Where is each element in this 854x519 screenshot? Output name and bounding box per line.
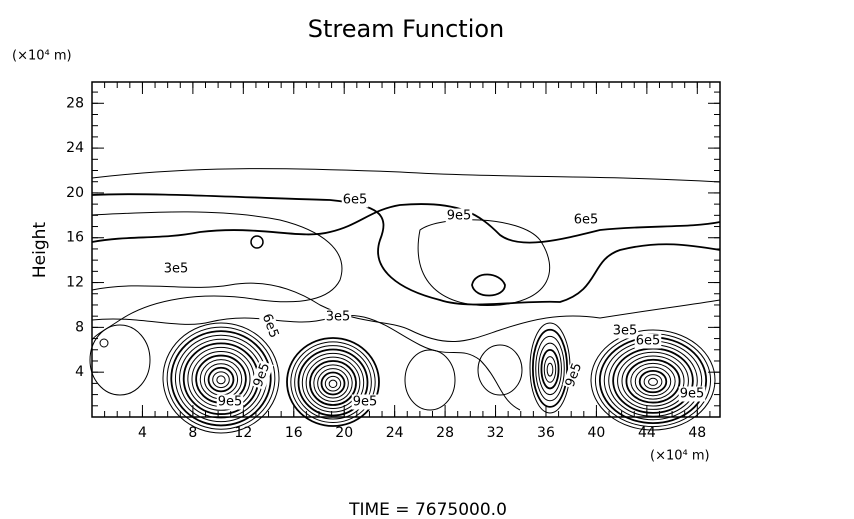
x-tick-label: 16 [285, 425, 303, 441]
contour-label: 6e5 [343, 193, 368, 208]
contour-label: 6e5 [636, 334, 661, 349]
contour-line [294, 345, 372, 420]
contour-label-bg [324, 309, 352, 325]
contour-line [531, 328, 569, 408]
contour-label-bg [258, 310, 282, 342]
x-unit-label: (×10⁴ m) [650, 449, 710, 464]
contour-line [603, 340, 703, 421]
contour-lines [89, 168, 721, 434]
contour-line [648, 377, 658, 386]
plot-frame [91, 81, 721, 418]
contour-line [404, 349, 456, 411]
contour-line [324, 375, 342, 392]
contour-label: 3e5 [613, 324, 638, 339]
contour-line [309, 360, 357, 406]
contour-label: 6e5 [574, 213, 599, 228]
contour-label-bg [634, 333, 662, 349]
x-tick-label: 44 [638, 425, 656, 441]
contour-line [305, 356, 361, 410]
contour-label-bg [216, 394, 244, 410]
y-tick-label: 12 [66, 275, 84, 291]
contour-line [328, 379, 338, 389]
contour-line [538, 342, 562, 396]
contour-line [543, 356, 557, 383]
contour-label: 3e5 [164, 262, 189, 277]
contour-line [286, 337, 380, 427]
x-tick-label: 24 [386, 425, 404, 441]
contour-line [166, 326, 276, 430]
contour-line [297, 348, 369, 417]
contour-label-bg [351, 394, 379, 410]
y-tick-label: 28 [66, 95, 84, 111]
y-tick-label: 24 [66, 140, 84, 156]
contour-line [634, 366, 672, 397]
contour-line [590, 329, 716, 431]
x-tick-label: 4 [138, 425, 147, 441]
contour-label: 9e5 [563, 361, 585, 389]
contour-label-bg [162, 261, 190, 277]
y-tick-label: 4 [75, 364, 84, 380]
contour-line [540, 348, 560, 390]
y-unit-label: (×10⁴ m) [12, 49, 72, 64]
y-tick-label: 16 [66, 230, 84, 246]
x-tick-label: 48 [688, 425, 706, 441]
y-axis-label: Height [30, 222, 50, 279]
footer: TIME = 7675000.0 [348, 500, 507, 519]
contour-label-bg [341, 192, 369, 208]
x-tick-label: 20 [335, 425, 353, 441]
contour-line [216, 375, 226, 385]
contour-line [212, 371, 230, 389]
contour-label: 9e5 [218, 395, 243, 410]
contour-line [617, 351, 689, 410]
x-tick-label: 32 [487, 425, 505, 441]
contour-label: 9e5 [447, 209, 472, 224]
contour-line [477, 344, 523, 396]
contour-line [207, 366, 235, 393]
y-tick-label: 8 [75, 319, 84, 335]
contour-line [625, 358, 681, 404]
contour-line [290, 341, 376, 423]
contour-line [643, 374, 663, 390]
x-tick-label: 8 [188, 425, 197, 441]
contour-line [598, 336, 708, 425]
contour-line [317, 368, 349, 399]
contour-line [320, 371, 346, 396]
contour-line [621, 355, 685, 407]
contour-label-bg [572, 212, 600, 228]
contour-line [535, 335, 565, 402]
contour-line [162, 322, 280, 434]
contour-line [546, 362, 554, 377]
x-tick-label: 28 [436, 425, 454, 441]
x-tick-label: 12 [234, 425, 252, 441]
contour-line [612, 347, 694, 414]
contour-label: 6e5 [259, 312, 281, 340]
contour-label-bg [611, 323, 639, 339]
contour-label-bg [250, 359, 274, 391]
contour-line [638, 369, 668, 394]
x-tick-label: 36 [537, 425, 555, 441]
contour-line [170, 330, 272, 427]
contour-line [89, 324, 151, 396]
contour-line [199, 359, 243, 400]
contour-label: 9e5 [680, 387, 705, 402]
x-tick-label: 40 [588, 425, 606, 441]
contour-label-bg [445, 208, 473, 224]
contour-line [630, 362, 676, 400]
contour-line [313, 364, 353, 402]
contour-label: 3e5 [326, 310, 351, 325]
contour-line [301, 352, 365, 413]
contour-label-bg [678, 386, 706, 402]
contour-label-bg [562, 359, 586, 391]
chart-title: Stream Function [308, 15, 505, 43]
contour-label: 9e5 [353, 395, 378, 410]
y-tick-label: 20 [66, 185, 84, 201]
